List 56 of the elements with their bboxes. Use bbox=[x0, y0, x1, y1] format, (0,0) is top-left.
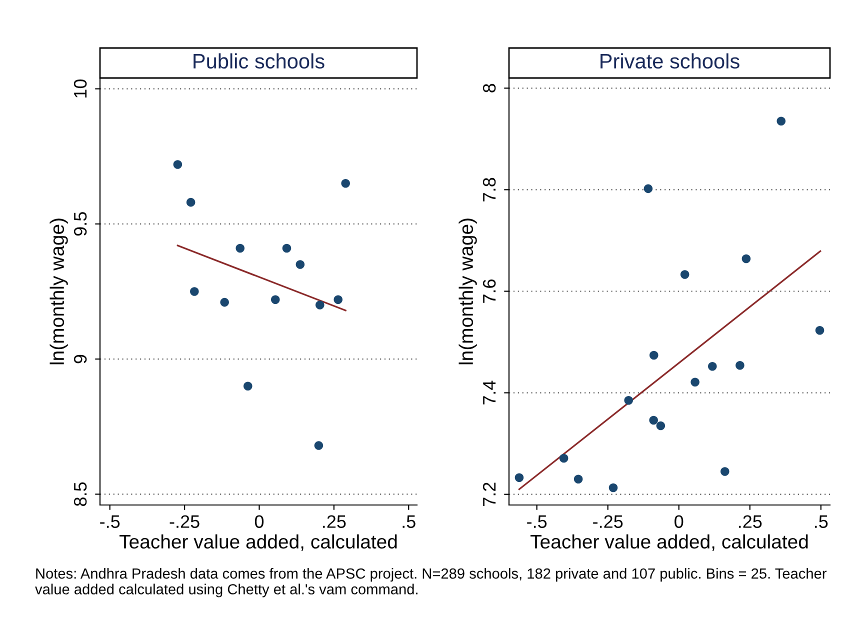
point bbox=[776, 116, 786, 126]
point bbox=[296, 260, 305, 269]
point bbox=[720, 467, 730, 476]
point bbox=[244, 382, 252, 390]
point bbox=[190, 287, 199, 296]
point bbox=[644, 184, 653, 194]
chart-title: Public schools bbox=[194, 53, 324, 69]
y-tick-label: 9.5 bbox=[74, 212, 87, 236]
point bbox=[624, 396, 633, 405]
point bbox=[736, 360, 744, 370]
y-axis-title: ln(monthly wage) bbox=[458, 218, 477, 364]
x-tick-label: -.5 bbox=[527, 515, 547, 528]
point bbox=[649, 350, 658, 360]
x-axis-title: Teacher value added, calculated bbox=[120, 534, 397, 551]
y-tick-label: 9 bbox=[74, 354, 87, 364]
x-tick-label: .25 bbox=[738, 515, 762, 528]
point bbox=[649, 416, 658, 425]
point bbox=[680, 270, 690, 279]
point bbox=[559, 454, 568, 463]
point bbox=[173, 160, 182, 169]
point bbox=[608, 483, 618, 492]
point bbox=[656, 421, 666, 430]
point bbox=[690, 378, 700, 387]
x-tick-label: -.5 bbox=[100, 515, 120, 528]
point bbox=[742, 254, 751, 264]
x-tick-label: -.25 bbox=[593, 515, 623, 528]
y-tick-label: 7.4 bbox=[483, 380, 496, 404]
point bbox=[341, 179, 350, 188]
x-tick-label: -.25 bbox=[170, 515, 200, 528]
text: Notes: Andhra Pradesh data comes from the APSC project. N=289 schools, 182 private and 107 public. Bins = 25. Teacher value added calculated using Chetty et al.'s vam command. bbox=[35, 568, 827, 598]
point bbox=[815, 326, 824, 335]
y-tick-label: 8.5 bbox=[74, 482, 87, 506]
x-tick-label: 0 bbox=[674, 515, 684, 528]
chart-title: Private schools bbox=[600, 53, 740, 69]
point bbox=[574, 474, 583, 484]
point bbox=[236, 244, 245, 253]
y-tick-label: 8 bbox=[482, 84, 496, 92]
point bbox=[314, 441, 324, 450]
point bbox=[316, 300, 324, 310]
y-tick-label: 7.6 bbox=[482, 279, 496, 303]
point bbox=[708, 362, 717, 371]
y-tick-label: 7.8 bbox=[482, 178, 496, 202]
y-axis-title: ln(monthly wage) bbox=[50, 218, 68, 364]
x-tick-label: .5 bbox=[815, 515, 828, 528]
point bbox=[334, 295, 343, 304]
point bbox=[270, 295, 280, 304]
y-tick-label: 7.2 bbox=[482, 482, 496, 506]
x-axis-title: Teacher value added, calculated bbox=[530, 534, 808, 551]
point bbox=[282, 244, 292, 253]
x-tick-label: .5 bbox=[402, 515, 416, 528]
point bbox=[186, 198, 196, 207]
x-tick-label: 0 bbox=[254, 515, 264, 528]
point bbox=[514, 473, 524, 482]
point bbox=[220, 298, 229, 307]
x-tick-label: .25 bbox=[323, 515, 346, 528]
y-tick-label: 10 bbox=[74, 79, 87, 98]
